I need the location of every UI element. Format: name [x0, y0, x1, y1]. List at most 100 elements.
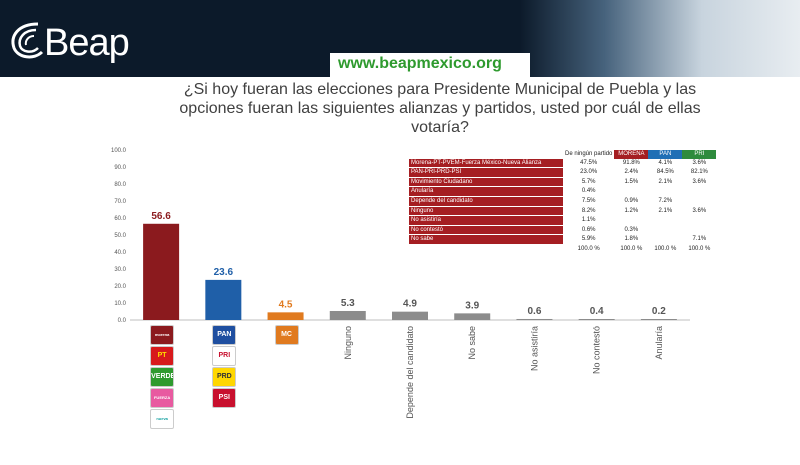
- y-tick-label: 30.0: [114, 267, 126, 273]
- table-header: MORENA: [614, 150, 649, 159]
- y-tick-label: 70.0: [114, 199, 126, 205]
- party-logo-pt: PT: [150, 346, 175, 366]
- bar: [578, 319, 615, 320]
- y-tick-label: 50.0: [114, 233, 126, 239]
- data-label: 0.4: [590, 306, 604, 317]
- table-row-label: No contestó: [409, 225, 563, 236]
- table-row: Ninguno 8.2% 1.2% 2.1% 3.6%: [409, 206, 716, 217]
- bar: [329, 310, 366, 320]
- table-cell: 47.5%: [580, 159, 598, 166]
- party-logo-prd: PRD: [212, 367, 237, 387]
- table-cell: 2.1%: [658, 178, 673, 185]
- data-label: 23.6: [214, 267, 234, 278]
- table-total-label: [409, 244, 563, 253]
- table-cell: 5.9%: [581, 236, 596, 243]
- table-cell: 0.6%: [581, 226, 596, 233]
- table-cell: [648, 216, 682, 226]
- table-cell: [682, 187, 716, 197]
- table-cell: 8.2%: [581, 207, 596, 214]
- table-row: No asistiría 1.1%: [409, 215, 716, 226]
- table-cell: 4.1%: [658, 159, 673, 166]
- y-tick-label: 90.0: [114, 165, 126, 171]
- x-tick-label: Ninguno: [343, 326, 353, 360]
- table-cell: 2.1%: [658, 207, 673, 214]
- beap-logo: Beap: [8, 14, 158, 64]
- party-logo-morena: morena: [150, 325, 175, 345]
- table-row-label: Ninguno: [409, 206, 563, 217]
- table-total-cell: 100.0 %: [620, 245, 643, 252]
- table-cell: 3.6%: [692, 207, 707, 214]
- table-cell: 84.5%: [656, 169, 674, 176]
- x-tick-label: Anularía: [654, 326, 664, 360]
- table-cell: 3.6%: [692, 178, 707, 185]
- bar: [392, 311, 428, 320]
- table-row-label: No asistiría: [409, 215, 563, 226]
- table-cell: [648, 187, 682, 197]
- table-row-label: Anularía: [409, 186, 563, 197]
- table-total-row: 100.0 % 100.0 % 100.0 % 100.0 %: [409, 244, 716, 253]
- table-cell: 1.8%: [624, 236, 639, 243]
- table-cell: [682, 225, 716, 235]
- table-row: No contestó 0.6% 0.3%: [409, 225, 716, 236]
- table-cell: [682, 216, 716, 226]
- table-row: PAN-PRI-PRD-PSI 23.0% 2.4% 84.5% 82.1%: [409, 167, 716, 178]
- data-label: 3.9: [465, 300, 479, 311]
- url-strip: [330, 53, 530, 77]
- table-row: Movimiento Ciudadano 5.7% 1.5% 2.1% 3.6%: [409, 177, 716, 188]
- table-row-label: Morena-PT-PVEM-Fuerza México-Nueva Alian…: [409, 158, 563, 169]
- table-cell: 0.4%: [581, 188, 596, 195]
- x-tick-label: No contestó: [592, 326, 602, 374]
- table-row-label: Movimiento Ciudadano: [409, 177, 563, 188]
- party-logo-nueva-alianza: nueva alianza: [150, 409, 175, 429]
- data-label: 5.3: [341, 298, 355, 309]
- table-cell: 7.1%: [692, 236, 707, 243]
- party-logo-psi: PSI: [212, 388, 237, 408]
- party-logo-pan: PAN: [212, 325, 237, 345]
- party-logo-verde: VERDE: [150, 367, 175, 387]
- table-header: PAN: [648, 150, 683, 159]
- table-header: PRI: [682, 150, 717, 159]
- table-cell: [648, 225, 682, 235]
- x-tick-label: Depende del candidato: [405, 326, 415, 419]
- table-header: De ningún partido: [563, 150, 615, 159]
- header-banner: Beap www.beapmexico.org: [0, 0, 800, 77]
- bar: [205, 279, 242, 320]
- bar: [143, 223, 180, 320]
- table-cell: 3.6%: [692, 159, 707, 166]
- y-tick-label: 0.0: [118, 318, 127, 324]
- data-label: 0.2: [652, 306, 666, 317]
- beap-swirl-icon: [11, 22, 44, 59]
- website-url[interactable]: www.beapmexico.org: [338, 55, 502, 72]
- y-tick-label: 80.0: [114, 182, 126, 188]
- party-logo-mc: MC: [274, 325, 299, 345]
- x-tick-label: No sabe: [467, 326, 477, 360]
- data-label: 56.6: [151, 211, 171, 222]
- table-row: Morena-PT-PVEM-Fuerza México-Nueva Alian…: [409, 158, 716, 169]
- table-cell: 7.5%: [581, 197, 596, 204]
- bar: [640, 319, 677, 320]
- table-cell: 0.3%: [624, 226, 639, 233]
- bar: [516, 318, 553, 320]
- table-row-label: Depende del candidato: [409, 196, 563, 207]
- table-cell: 82.1%: [690, 169, 708, 176]
- table-cell: [614, 216, 648, 226]
- y-tick-label: 40.0: [114, 250, 126, 256]
- table-cell: 1.2%: [624, 207, 639, 214]
- y-tick-label: 20.0: [114, 284, 126, 290]
- party-logo-pri: PRI: [212, 346, 237, 366]
- y-tick-label: 100.0: [111, 148, 127, 154]
- table-cell: 7.2%: [658, 197, 673, 204]
- table-cell: 2.4%: [624, 169, 639, 176]
- data-label: 4.5: [279, 299, 293, 310]
- bar-chart: 0.0 10.0 20.0 30.0 40.0 50.0 60.0 70.0 80.0 90.0 1…: [111, 148, 690, 419]
- table-cell: [648, 235, 682, 245]
- table-row: Depende del candidato 7.5% 0.9% 7.2%: [409, 196, 716, 207]
- brand-name: Beap: [44, 22, 130, 64]
- table-row: No sabe 5.9% 1.8% 7.1%: [409, 234, 716, 245]
- table-total-cell: 100.0 %: [654, 245, 677, 252]
- chart-title: ¿Si hoy fueran las elecciones para Presi…: [179, 81, 701, 136]
- table-cell: 23.0%: [580, 169, 598, 176]
- table-total-cell: 100.0 %: [577, 245, 600, 252]
- table-cell: [614, 187, 648, 197]
- party-logo-fuerza-méxico: FUERZA MÉXICO: [150, 388, 175, 408]
